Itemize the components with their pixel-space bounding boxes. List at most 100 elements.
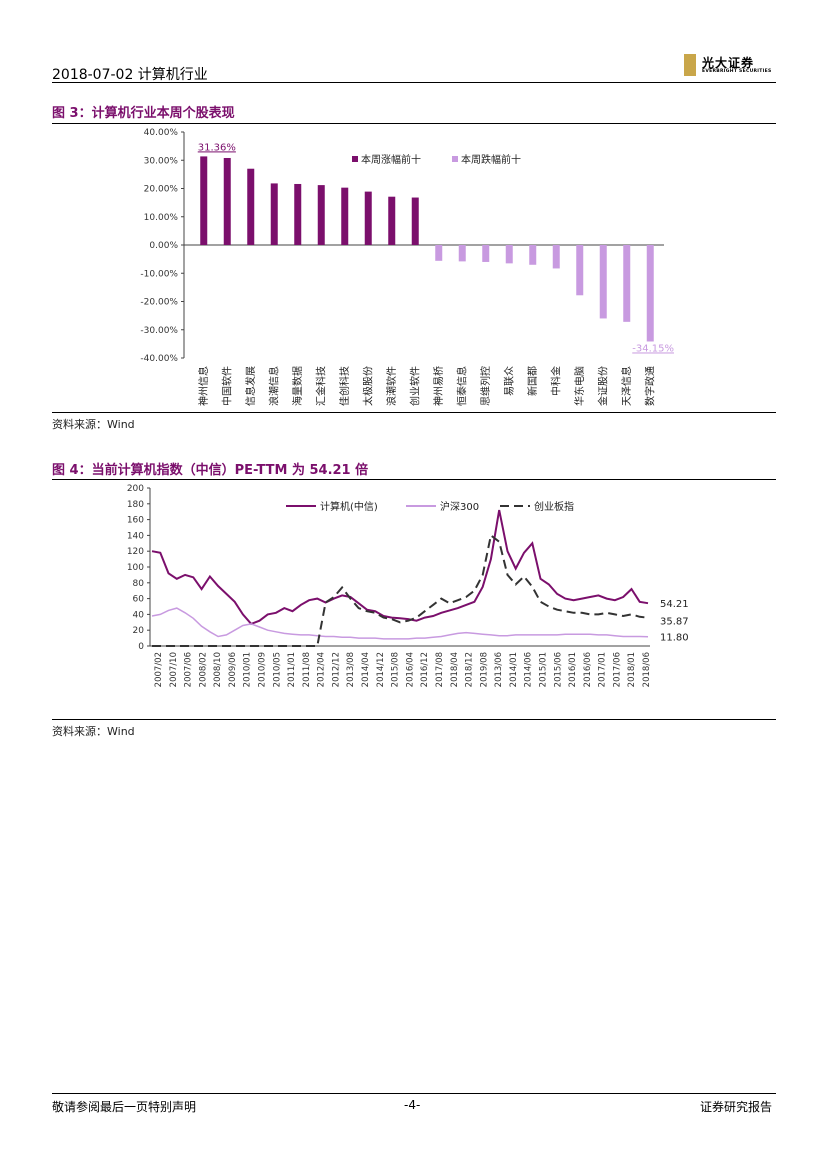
bar [505,245,513,264]
x-category-label: 新国都 [526,366,539,396]
x-category-label: 神州易桥 [432,366,445,406]
x-tick-label: 2010/01 [243,652,253,687]
x-tick-label: 2016/12 [420,652,430,687]
header-divider [52,82,776,83]
y-tick-label: 180 [127,500,144,510]
bar [482,245,490,262]
x-category-label: 海量数据 [291,366,304,406]
legend-swatch-gainers [352,156,358,162]
x-tick-label: 2007/02 [154,652,164,687]
x-tick-label: 2015/01 [538,652,548,687]
x-tick-label: 2007/06 [184,652,194,687]
y-tick-label: 200 [127,484,144,494]
x-category-label: 神州信息 [197,366,210,406]
x-category-label: 太极股份 [361,366,374,406]
figure4-bottom-rule [52,719,776,720]
y-tick-label: -30.00% [140,326,178,336]
y-tick-label: 100 [127,563,144,573]
x-tick-label: 2011/08 [302,652,312,687]
page-number: -4- [404,1098,421,1112]
x-tick-label: 2010/05 [272,652,282,687]
x-tick-label: 2014/12 [376,652,386,687]
x-tick-label: 2007/10 [169,652,179,687]
bar [364,191,372,245]
x-tick-label: 2017/06 [612,652,622,687]
series-line [151,607,649,640]
bar [411,197,419,245]
x-tick-label: 2018/06 [642,652,652,687]
data-label-min: -34.15% [632,343,674,354]
bar [388,196,396,245]
y-tick-label: 20.00% [144,185,179,195]
figure4-title: 图 4：当前计算机指数（中信）PE-TTM 为 54.21 倍 [52,463,369,478]
series-end-label: 35.87 [660,617,689,628]
bar [646,245,654,342]
y-tick-label: 20 [133,626,145,636]
y-tick-label: 30.00% [144,156,179,166]
x-tick-label: 2015/06 [553,652,563,687]
figure4-source: 资料来源：Wind [52,725,135,738]
x-tick-label: 2017/08 [435,652,445,687]
series-end-label: 11.80 [660,633,689,644]
x-category-label: 天泽信息 [620,366,633,406]
x-category-label: 信息发展 [244,366,257,406]
y-tick-label: 140 [127,531,144,541]
x-tick-label: 2013/08 [346,652,356,687]
logo-english: EVERBRIGHT SECURITIES [702,69,772,74]
y-tick-label: 40.00% [144,128,179,138]
y-tick-label: -10.00% [140,269,178,279]
y-tick-label: 10.00% [144,213,179,223]
x-tick-label: 2014/01 [509,652,519,687]
bar [270,183,278,245]
figure3-top-rule [52,123,776,124]
x-tick-label: 2019/08 [479,652,489,687]
x-category-label: 恒泰信息 [455,366,468,406]
x-category-label: 思维列控 [479,366,492,406]
x-tick-label: 2012/04 [317,652,327,687]
x-tick-label: 2016/06 [583,652,593,687]
y-tick-label: 80 [133,579,145,589]
x-category-label: 创业软件 [408,366,421,406]
y-tick-label: 120 [127,547,144,557]
x-tick-label: 2013/06 [494,652,504,687]
report-header-title: 2018-07-02 计算机行业 [52,67,208,83]
bar [317,185,325,245]
bar [200,156,208,245]
x-tick-label: 2011/01 [287,652,297,687]
y-tick-label: 160 [127,516,144,526]
y-tick-label: -40.00% [140,354,178,364]
y-tick-label: 60 [133,595,145,605]
footer-divider [52,1093,776,1094]
figure3-bottom-rule [52,412,776,413]
legend-label: 创业板指 [534,500,574,513]
x-category-label: 中科金 [549,366,562,396]
x-tick-label: 2017/01 [598,652,608,687]
x-tick-label: 2018/04 [450,652,460,687]
bar [341,187,349,245]
x-tick-label: 2009/06 [228,652,238,687]
x-tick-label: 2008/02 [198,652,208,687]
x-tick-label: 2014/06 [524,652,534,687]
bar [223,157,231,245]
y-tick-label: -20.00% [140,298,178,308]
x-category-label: 易联众 [503,366,515,396]
logo-mark-icon [684,54,696,76]
legend-label: 沪深300 [440,500,479,513]
y-tick-label: 0 [138,642,144,652]
x-category-label: 浪潮信息 [267,366,280,406]
figure4-top-rule [52,479,776,480]
x-tick-label: 2018/01 [627,652,637,687]
figure3-bar-chart: 40.00% 30.00% 20.00% 10.00% 0.00% -10.00% -20.… [140,128,674,406]
bar [529,245,537,265]
x-category-label: 金证股份 [596,366,609,406]
x-category-label: 浪潮软件 [385,366,398,406]
bar [294,183,302,245]
y-tick-label: 40 [133,610,145,620]
y-tick-label: 0.00% [149,241,178,251]
x-tick-label: 2014/04 [361,652,371,687]
legend-label-gainers: 本周涨幅前十 [361,153,421,166]
bar [435,245,443,261]
x-tick-label: 2018/12 [465,652,475,687]
figure3-title: 图 3：计算机行业本周个股表现 [52,106,235,121]
